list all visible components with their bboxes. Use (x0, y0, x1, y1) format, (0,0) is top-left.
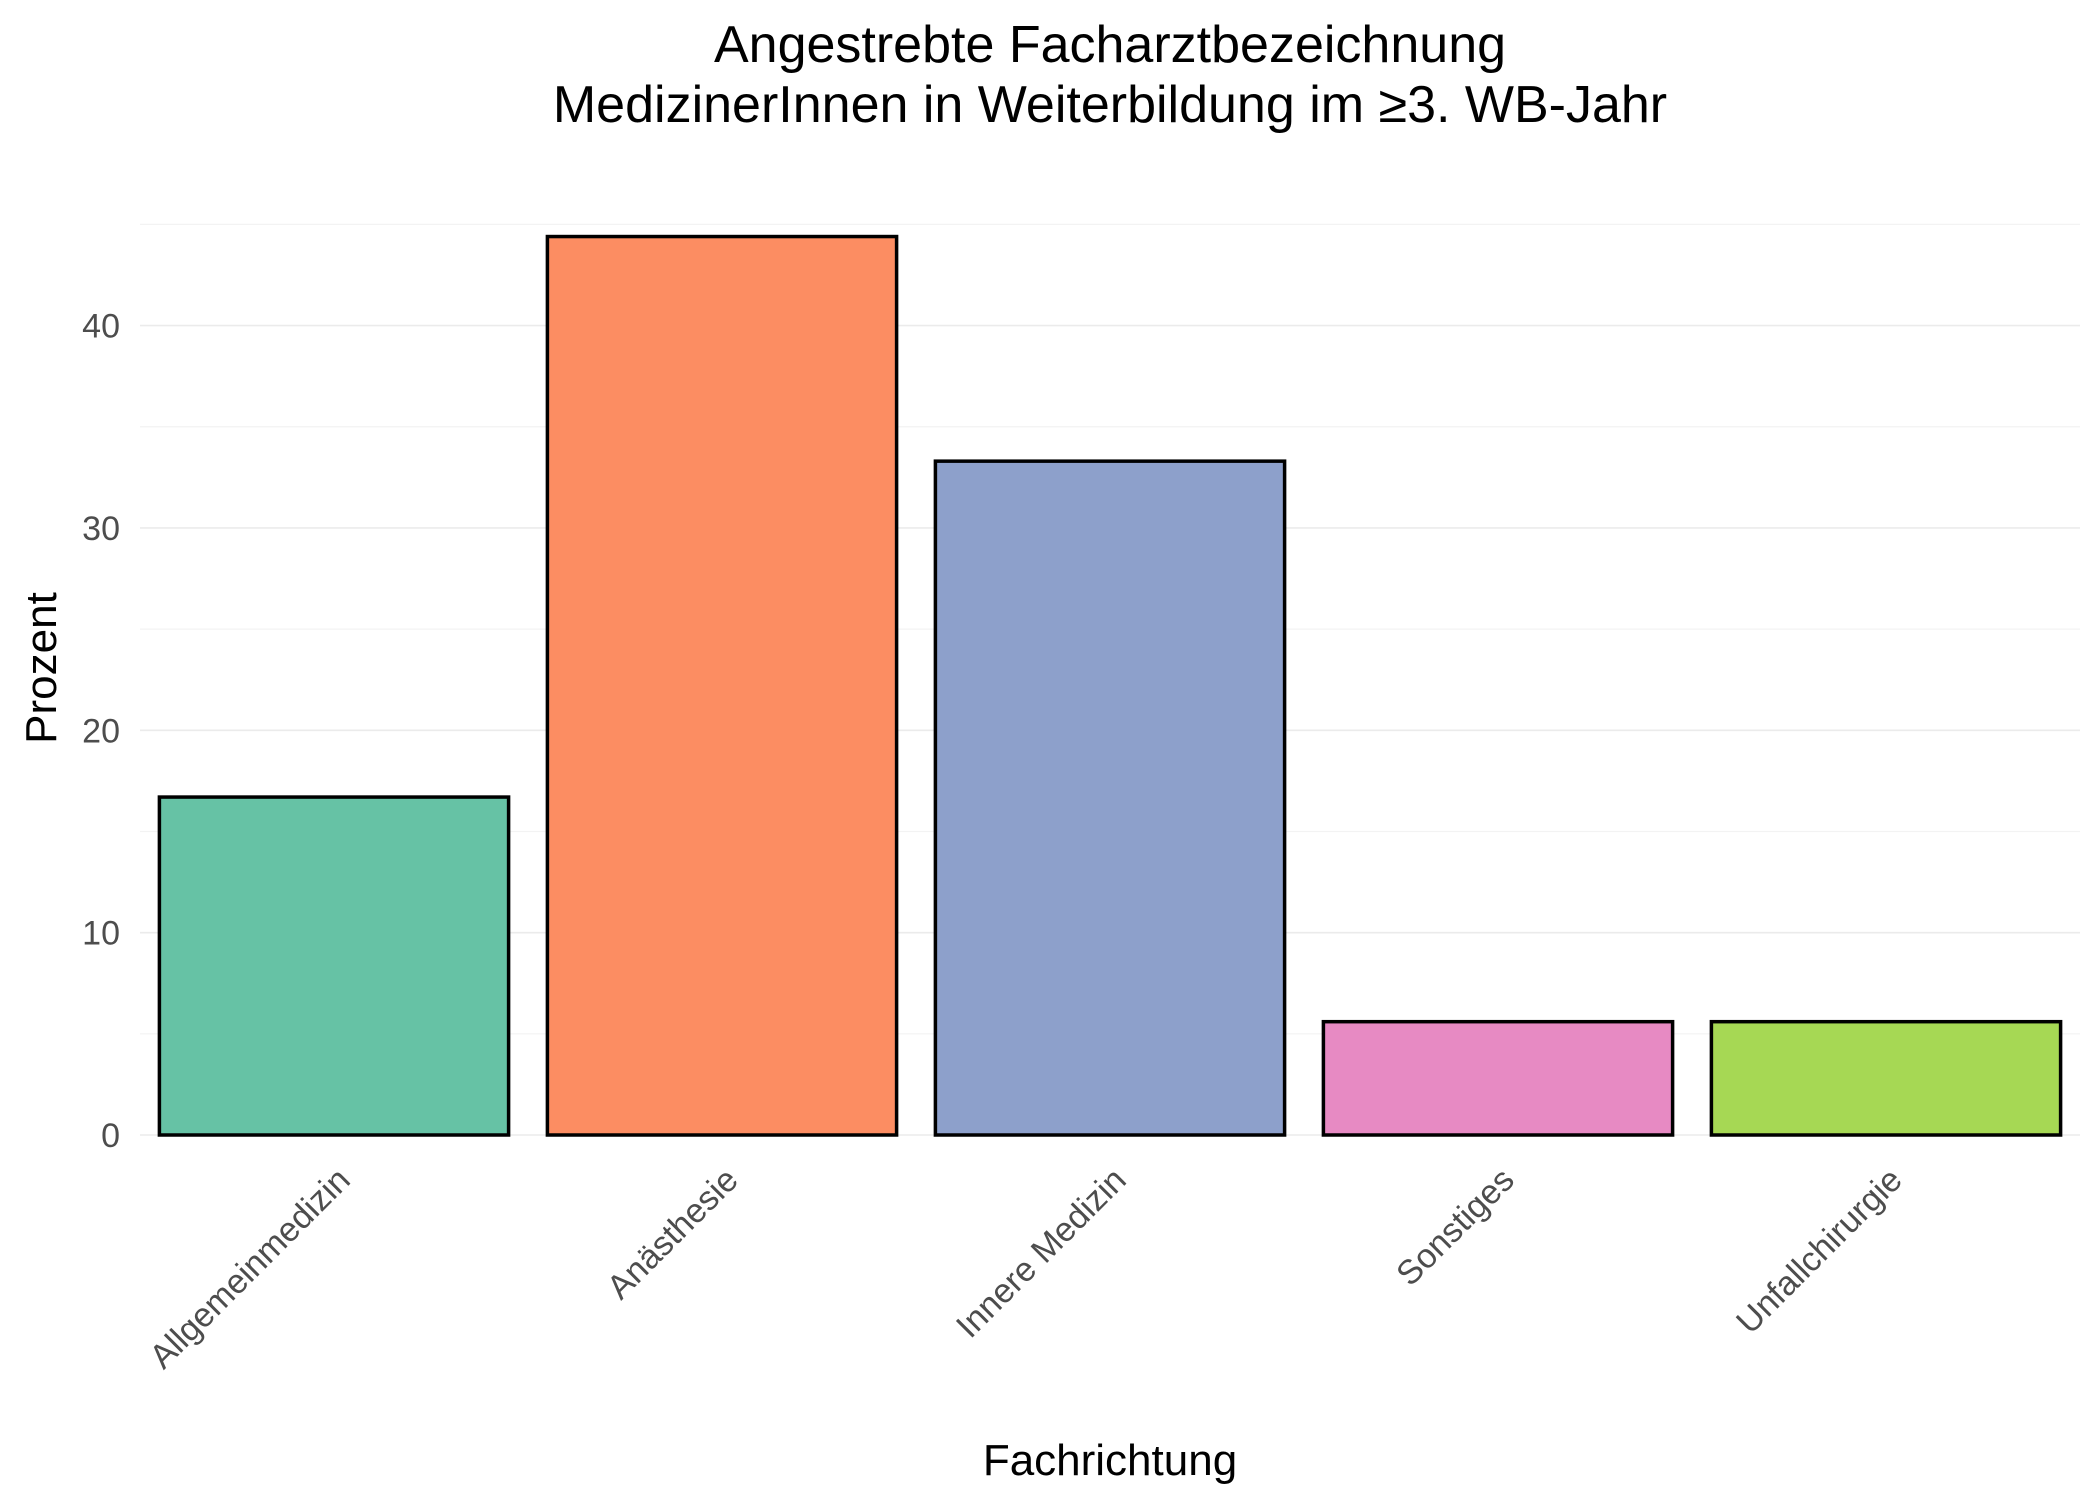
bar-innere-medizin (933, 459, 1287, 1137)
x-tick-label: Unfallchirurgie (1729, 1161, 1910, 1342)
bar-anästhesie (545, 234, 899, 1137)
bars (157, 234, 2063, 1137)
y-axis-title: Prozent (17, 592, 66, 744)
x-tick-label: Innere Medizin (949, 1161, 1134, 1346)
bar-allgemeinmedizin (157, 795, 511, 1137)
y-tick-label: 40 (82, 308, 120, 346)
x-tick-label: Allgemeinmedizin (142, 1161, 357, 1376)
y-tick-label: 10 (82, 915, 120, 953)
chart-subtitle: MedizinerInnen in Weiterbildung im ≥3. W… (553, 76, 1667, 134)
x-tick-label: Anästhesie (600, 1161, 746, 1307)
chart-title: Angestrebte Facharztbezeichnung (714, 16, 1506, 74)
x-tick-label: Sonstiges (1389, 1161, 1521, 1293)
y-axis-ticks: 0 10 20 30 40 (82, 308, 120, 1155)
bar-unfallchirurgie (1709, 1019, 2063, 1137)
bar-sonstiges (1321, 1019, 1675, 1137)
y-tick-label: 20 (82, 712, 120, 750)
x-axis-title: Fachrichtung (983, 1436, 1237, 1485)
y-tick-label: 30 (82, 510, 120, 548)
x-axis-ticks: Allgemeinmedizin Anästhesie Innere Medizin… (142, 1161, 1909, 1376)
y-tick-label: 0 (101, 1117, 120, 1155)
